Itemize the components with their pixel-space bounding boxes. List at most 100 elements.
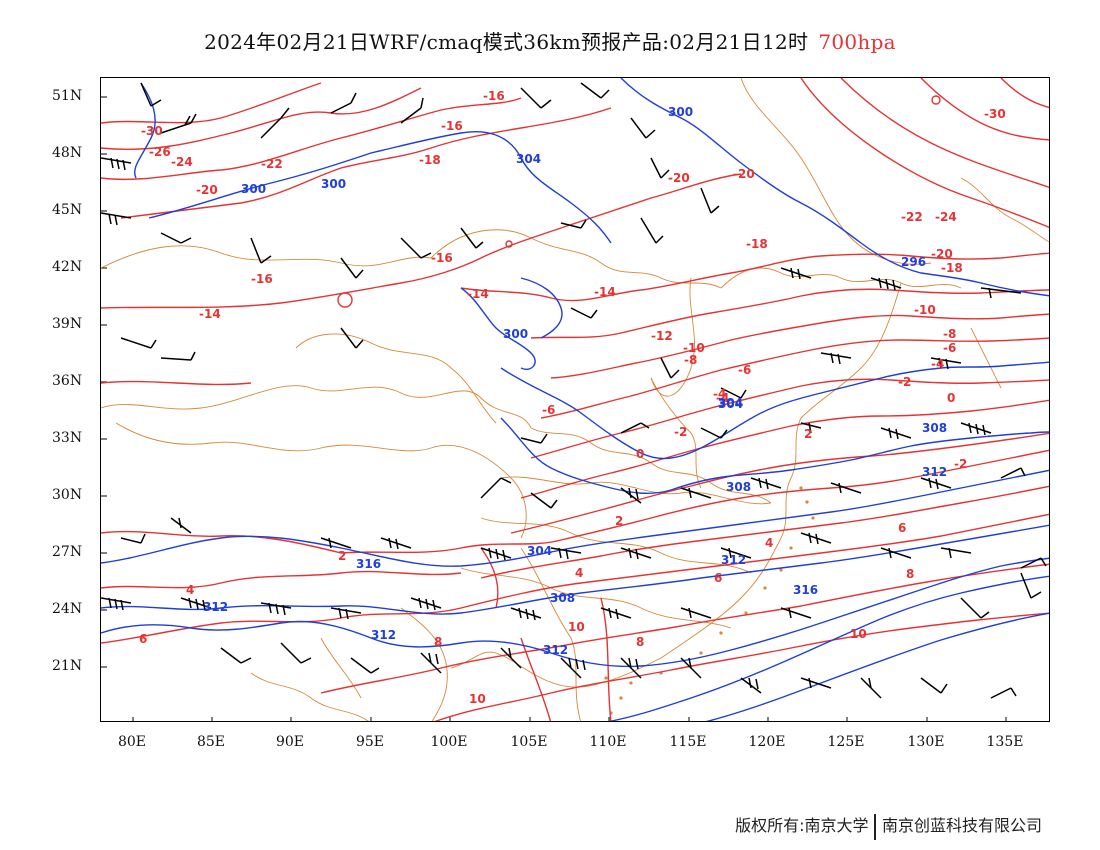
height-label: 304 [516, 152, 541, 166]
temperature-label: -8 [684, 353, 697, 367]
lat-label: 24N [52, 601, 83, 617]
height-label: 304 [718, 396, 743, 410]
temperature-label: 10 [850, 627, 867, 641]
temperature-label: -10 [683, 341, 705, 355]
lat-label: 30N [52, 487, 83, 503]
temperature-label: 6 [714, 571, 722, 585]
temperature-label: -14 [467, 287, 489, 301]
temperature-label: -26 [149, 145, 171, 159]
height-label: 312 [371, 628, 396, 642]
lat-label: 45N [52, 202, 83, 218]
height-label: 308 [726, 480, 751, 494]
copyright-footer: 版权所有:南京大学 南京创蓝科技有限公司 [735, 812, 1042, 840]
lon-label: 120E [748, 734, 786, 750]
height-label: 308 [922, 421, 947, 435]
height-label: 300 [321, 177, 346, 191]
lon-label: 85E [196, 734, 226, 750]
temperature-label: -6 [943, 341, 956, 355]
weather-map: -16 -16 -18 -20 -22 -24 -30 -26 -20 -20 … [100, 77, 1050, 722]
temperature-label: -20 [668, 171, 690, 185]
temperature-label: -14 [594, 285, 616, 299]
isotherms [101, 78, 1049, 721]
temperature-label: -20 [931, 247, 953, 261]
temperature-label: 4 [575, 566, 583, 580]
temperature-label: -16 [251, 272, 273, 286]
coastal-islands [604, 486, 815, 715]
temperature-label: -2 [674, 425, 687, 439]
height-label: 308 [550, 591, 575, 605]
temperature-label: -16 [441, 119, 463, 133]
height-labels: 300 304 300 300 296 300 304 308 312 304 … [203, 105, 947, 657]
map-title: 2024年02月21日WRF/cmaq模式36km预报产品:02月21日12时 7… [0, 26, 1100, 55]
temperature-label: -6 [542, 403, 555, 417]
temperature-label: -30 [141, 124, 163, 138]
temperature-label: -18 [419, 153, 441, 167]
height-label: 300 [668, 105, 693, 119]
temperature-label: -22 [261, 157, 283, 171]
temperature-label: -24 [935, 210, 957, 224]
temperature-label: 0 [636, 447, 644, 461]
wind-barbs [101, 82, 1047, 699]
temperature-label: -2 [898, 375, 911, 389]
lat-label: 51N [52, 88, 83, 104]
height-label: 304 [718, 397, 743, 411]
copyright-owner: 版权所有:南京大学 [735, 816, 869, 835]
temperature-label: -18 [746, 237, 768, 251]
height-label: 312 [721, 553, 746, 567]
lat-label: 21N [52, 658, 83, 674]
temperature-label: 8 [636, 635, 644, 649]
temperature-label: -4 [713, 387, 726, 401]
height-label: 304 [527, 544, 552, 558]
temperature-label: -6 [738, 363, 751, 377]
height-label: 312 [543, 643, 568, 657]
title-text: 2024年02月21日WRF/cmaq模式36km预报产品:02月21日12时 [204, 30, 809, 54]
temperature-labels: -16 -16 -18 -20 -22 -24 -30 -26 -20 -20 … [139, 89, 1006, 706]
temperature-label: 2 [615, 514, 623, 528]
footer-divider [874, 813, 876, 840]
temperature-label: -10 [914, 303, 936, 317]
lat-label: 48N [52, 145, 83, 161]
temperature-label: -4 [716, 391, 729, 405]
temperature-label: -4 [931, 357, 944, 371]
temperature-label: -2 [954, 457, 967, 471]
height-label: 300 [241, 182, 266, 196]
height-contours [101, 78, 1049, 721]
temperature-label: 2 [338, 549, 346, 563]
lon-label: 95E [355, 734, 385, 750]
temperature-label: -30 [984, 107, 1006, 121]
lon-label: 110E [589, 734, 627, 750]
temperature-label: -24 [171, 155, 193, 169]
height-label: 296 [901, 255, 926, 269]
temperature-label: 0 [947, 391, 955, 405]
temperature-label: -8 [943, 327, 956, 341]
lon-label: 130E [907, 734, 945, 750]
temperature-label: -18 [941, 261, 963, 275]
lat-label: 27N [52, 544, 83, 560]
height-label: 312 [203, 600, 228, 614]
lat-label: 39N [52, 316, 83, 332]
temperature-label: 6 [898, 521, 906, 535]
lon-label: 80E [117, 734, 147, 750]
lon-label: 90E [275, 734, 305, 750]
lat-label: 33N [52, 430, 83, 446]
temperature-label: -16 [431, 251, 453, 265]
temperature-label: 10 [568, 620, 585, 634]
lon-label: 115E [669, 734, 707, 750]
lat-label: 42N [52, 259, 83, 275]
temperature-label: -12 [651, 329, 673, 343]
pressure-level: 700hpa [818, 30, 896, 54]
height-label: 300 [503, 327, 528, 341]
lon-label: 105E [510, 734, 548, 750]
temperature-label: 10 [469, 692, 486, 706]
temperature-label: 4 [186, 583, 194, 597]
height-label: 316 [793, 583, 818, 597]
temperature-label: 8 [434, 635, 442, 649]
height-label: 316 [356, 557, 381, 571]
temperature-label: -20 [733, 167, 755, 181]
temperature-label: 2 [804, 427, 812, 441]
map-canvas: -16 -16 -18 -20 -22 -24 -30 -26 -20 -20 … [101, 78, 1049, 721]
axis-ticks [101, 96, 1007, 721]
temperature-label: 8 [906, 567, 914, 581]
lon-label: 100E [430, 734, 468, 750]
lon-label: 125E [827, 734, 865, 750]
